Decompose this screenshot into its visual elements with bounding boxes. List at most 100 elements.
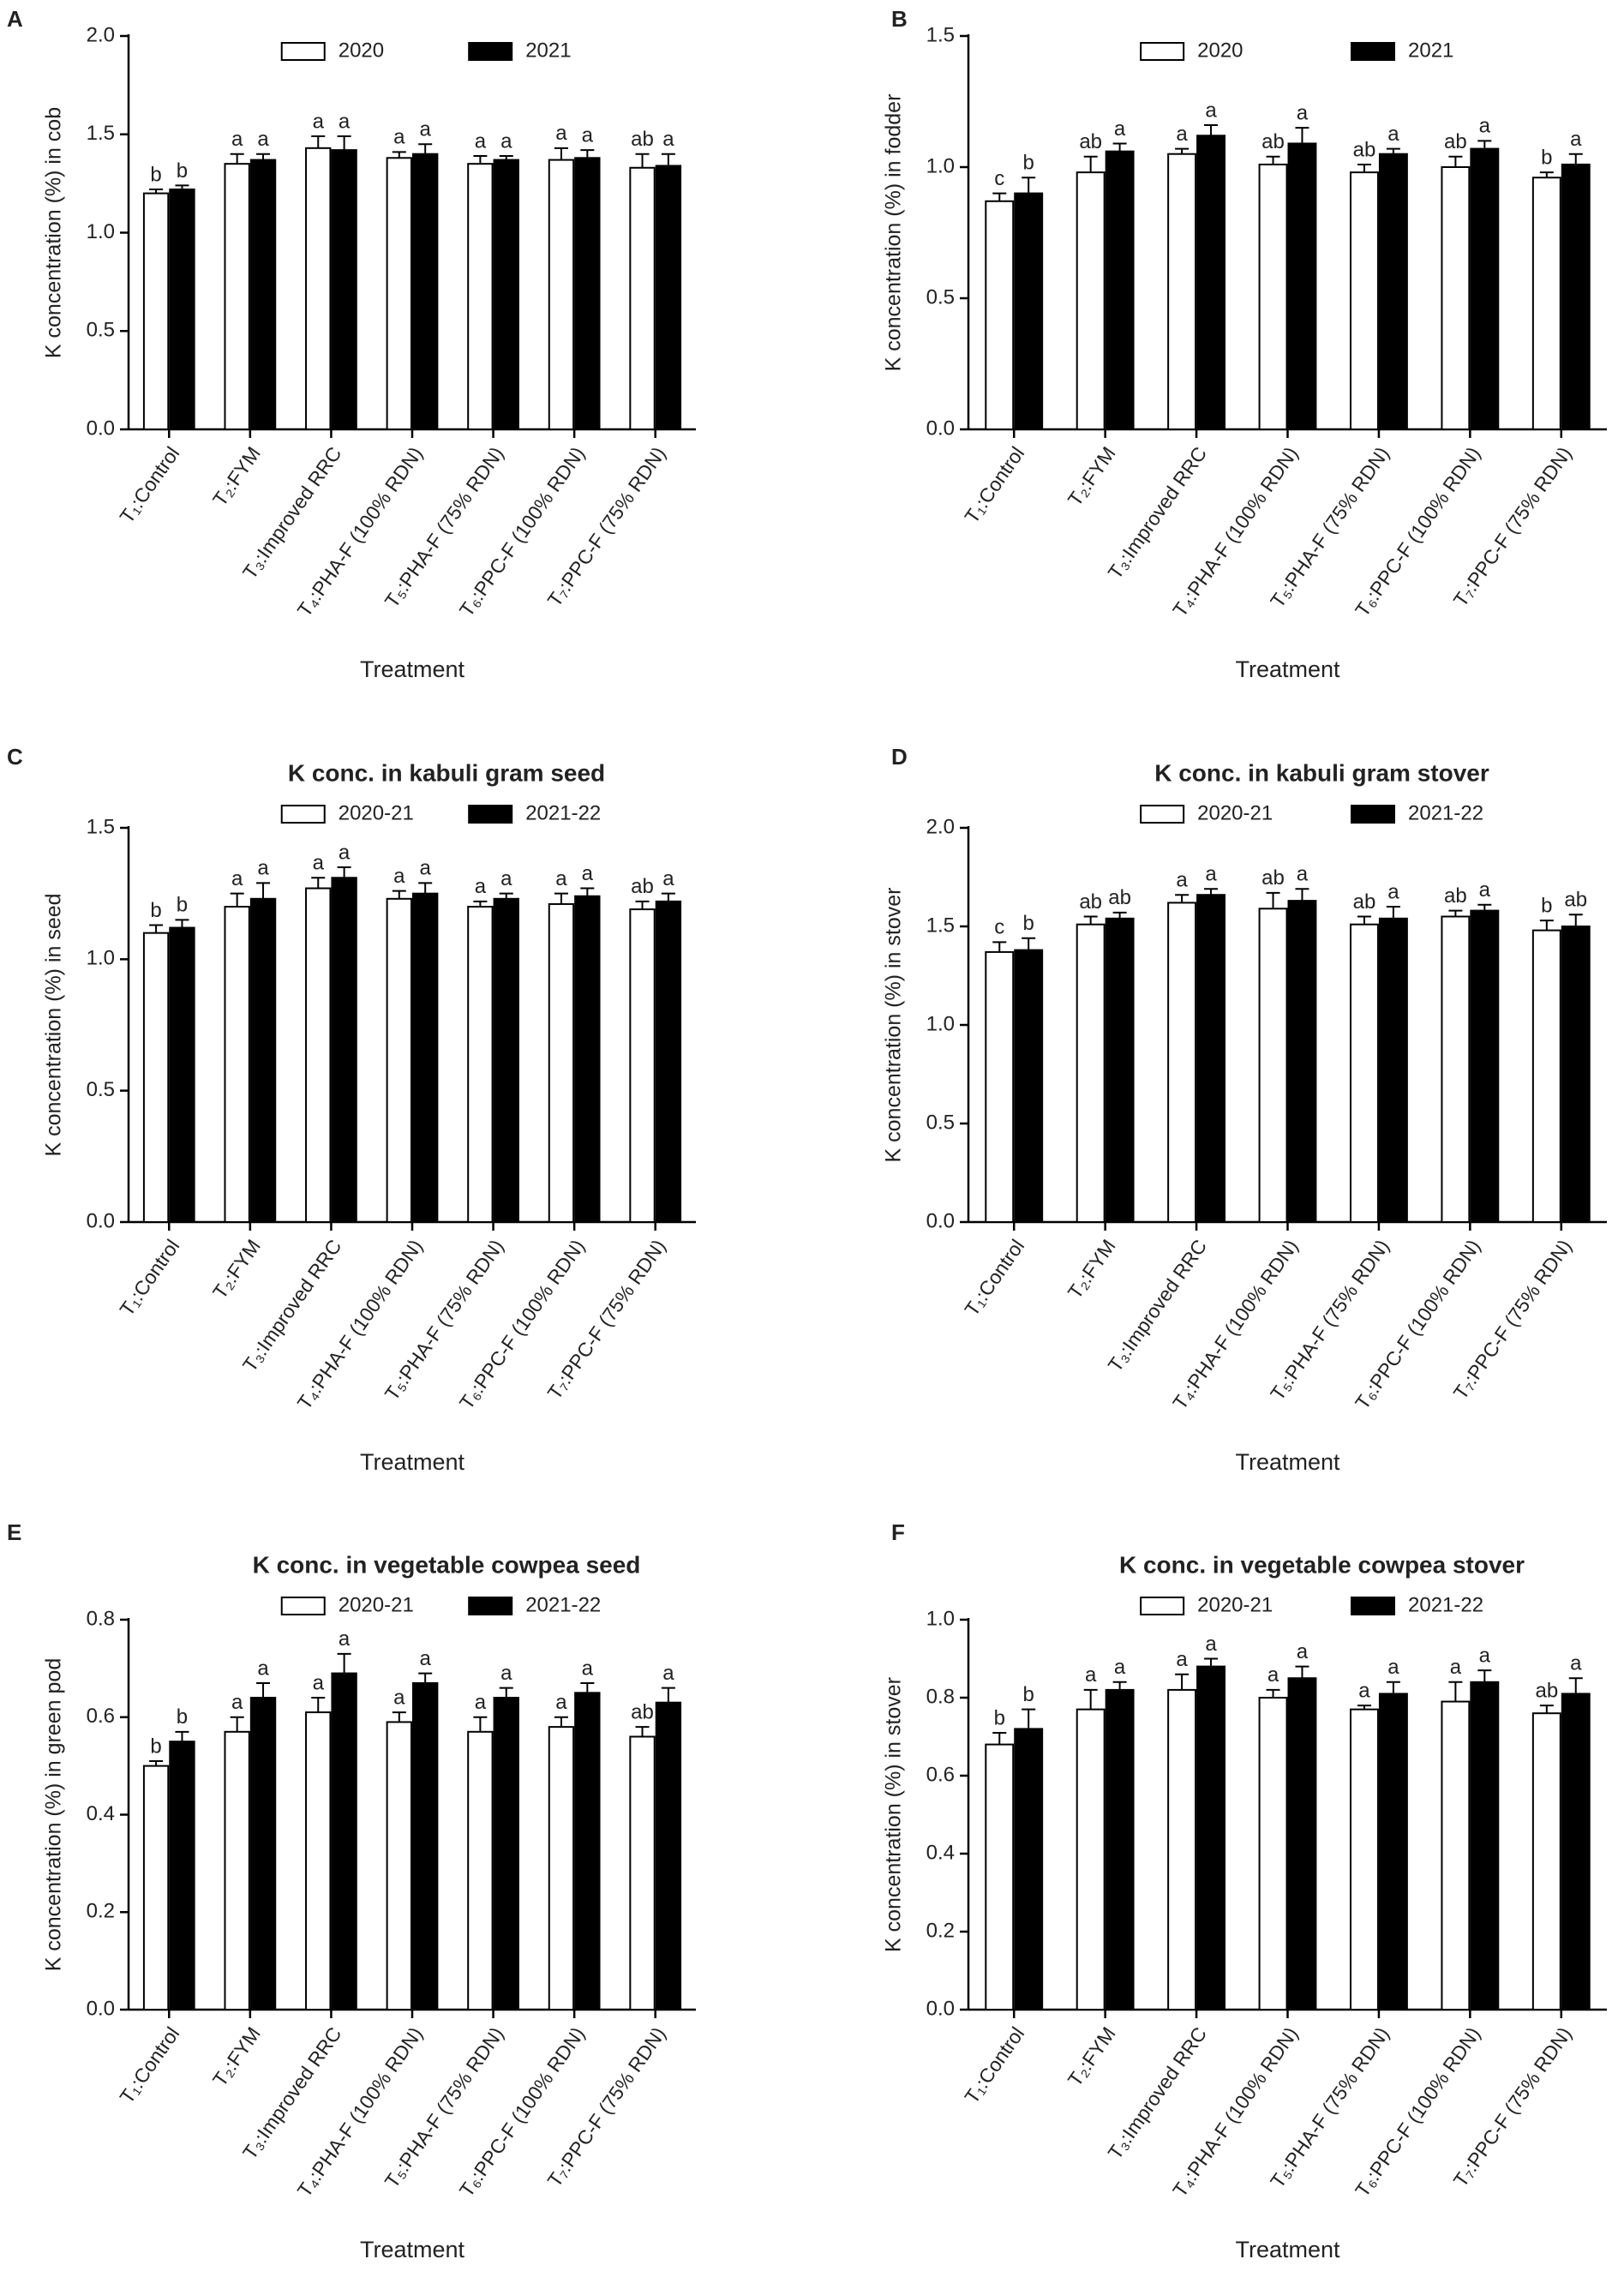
error-bar	[1175, 894, 1190, 903]
significance-letter: a	[1297, 101, 1309, 124]
error-bar	[392, 1711, 406, 1723]
error-bar	[992, 192, 1007, 201]
significance-letter: a	[500, 129, 512, 153]
significance-letter: a	[393, 1686, 405, 1709]
error-bar	[992, 1731, 1007, 1745]
legend-label: 2020-21	[1197, 801, 1273, 824]
significance-letter: a	[313, 852, 325, 875]
y-tick-label: 0.6	[926, 1763, 955, 1786]
error-bar	[1568, 1677, 1583, 1694]
error-bar	[175, 919, 189, 928]
bar	[985, 1743, 1015, 2010]
y-tick-label: 1.5	[87, 122, 115, 145]
error-bar	[337, 866, 351, 878]
error-bar	[499, 1687, 513, 1698]
panel-label: D	[891, 744, 908, 770]
x-tick-label: T₁:Control	[960, 442, 1028, 527]
significance-letter: ab	[1353, 890, 1376, 914]
bar	[331, 149, 357, 431]
error-bar	[311, 1697, 326, 1713]
y-tick-label: 1.0	[926, 1012, 955, 1035]
y-tick-label: 1.5	[926, 23, 955, 46]
legend-label: 2020-21	[1197, 1593, 1273, 1616]
error-bar	[1022, 1708, 1036, 1729]
significance-letter: a	[582, 123, 594, 147]
bar	[1196, 894, 1225, 1223]
significance-letter: a	[475, 875, 487, 898]
x-axis-label: Treatment	[1235, 656, 1340, 682]
significance-letter: a	[313, 110, 325, 133]
bar	[305, 147, 332, 430]
significance-letter: ab	[1261, 866, 1285, 890]
significance-letter: a	[1176, 1648, 1188, 1671]
legend-label: 2021-22	[1408, 801, 1483, 824]
significance-letter: a	[1570, 128, 1582, 151]
significance-letter: b	[177, 159, 188, 183]
y-tick-label: 1.5	[87, 815, 115, 838]
significance-letter: a	[500, 867, 512, 890]
error-bar	[256, 1681, 271, 1698]
error-bar	[1204, 1657, 1219, 1667]
error-bar	[149, 189, 164, 194]
significance-letter: ab	[631, 875, 654, 898]
error-bar	[992, 941, 1007, 952]
significance-letter: a	[257, 128, 269, 151]
error-bar	[1568, 914, 1583, 926]
error-bar	[1477, 140, 1492, 149]
significance-letter: ab	[1261, 130, 1285, 153]
error-bar	[635, 900, 650, 910]
bar	[655, 1701, 682, 2010]
error-bar	[1112, 911, 1127, 919]
error-bar	[580, 1681, 595, 1693]
error-bar	[311, 135, 326, 148]
significance-letter: b	[150, 163, 161, 186]
error-bar	[1568, 153, 1583, 165]
bar	[386, 157, 412, 430]
bar	[467, 1730, 494, 2010]
bar	[305, 887, 332, 1223]
error-bar	[554, 147, 568, 160]
significance-letter: a	[231, 128, 243, 151]
y-tick-label: 0.4	[87, 1802, 115, 1825]
significance-letter: a	[475, 129, 487, 153]
bar	[1441, 915, 1471, 1223]
panel-label: E	[7, 1519, 21, 1545]
y-tick-label: 0.4	[926, 1841, 955, 1864]
significance-letter: a	[1205, 1633, 1217, 1656]
bar	[1258, 908, 1288, 1224]
significance-letter: ab	[1108, 886, 1131, 909]
bar	[224, 163, 250, 431]
bar	[1258, 163, 1288, 430]
error-bar	[1448, 1681, 1463, 1702]
x-axis-label: Treatment	[1235, 1449, 1340, 1475]
error-bar	[1175, 147, 1190, 154]
significance-letter: a	[1358, 1679, 1370, 1702]
x-tick-label: T₂:FYM	[208, 442, 265, 510]
bar	[493, 159, 519, 431]
error-bar	[1357, 915, 1371, 925]
error-bar	[1266, 1688, 1280, 1698]
x-tick-label: T₂:FYM	[1064, 1235, 1120, 1303]
y-tick-label: 0.5	[87, 1078, 115, 1101]
x-tick-label: T₂:FYM	[1064, 442, 1120, 510]
significance-letter: a	[1176, 869, 1188, 892]
significance-letter: a	[339, 110, 351, 133]
error-bar	[1539, 171, 1554, 178]
legend-label: 2021	[1408, 39, 1453, 62]
legend-swatch	[1351, 42, 1395, 61]
x-tick-label: T₁:Control	[960, 2022, 1028, 2107]
bar	[1014, 1728, 1044, 2011]
significance-letter: a	[1176, 123, 1188, 146]
y-tick-label: 2.0	[87, 23, 115, 46]
error-bar	[418, 882, 433, 894]
x-tick-label: T₃:Improved RRC	[1104, 2022, 1212, 2163]
bar	[1441, 166, 1471, 430]
significance-letter: a	[231, 867, 243, 890]
legend-swatch	[1140, 805, 1185, 824]
bar	[1561, 926, 1591, 1223]
error-bar	[1539, 1705, 1554, 1714]
y-tick-label: 0.5	[87, 319, 115, 342]
significance-letter: a	[662, 1662, 674, 1685]
error-bar	[1112, 1681, 1127, 1690]
significance-letter: a	[1114, 117, 1126, 141]
